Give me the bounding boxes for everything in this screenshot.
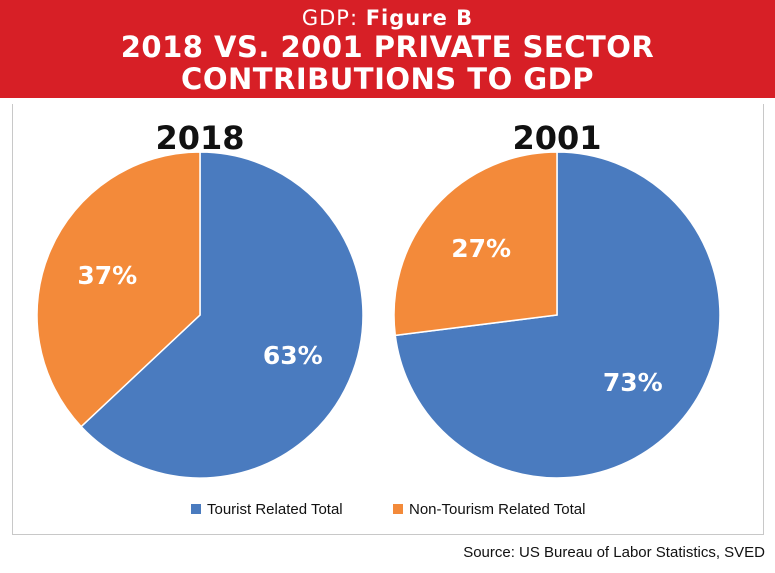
slice-label-2018-non-tourism: 37% bbox=[77, 261, 137, 290]
kicker-figure-label: Figure B bbox=[365, 6, 474, 30]
kicker-prefix: GDP: bbox=[301, 6, 366, 30]
legend-swatch-non-tourism bbox=[393, 504, 403, 514]
pie-slice-2018-tourist bbox=[80, 151, 364, 479]
slice-label-2018-tourist: 63% bbox=[263, 341, 323, 370]
legend-label-non-tourism: Non-Tourism Related Total bbox=[409, 501, 585, 518]
pie-charts-svg: 2018 63% 37% 2001 73% 27% Tourist Related Tota… bbox=[36, 119, 721, 518]
slice-label-2001-tourist: 73% bbox=[603, 368, 663, 397]
source-note: Source: US Bureau of Labor Statistics, S… bbox=[463, 544, 765, 561]
title-line-2: CONTRIBUTIONS TO GDP bbox=[181, 62, 594, 96]
chart-title-0: 2018 bbox=[155, 119, 244, 157]
header-banner: GDP: Figure B 2018 VS. 2001 PRIVATE SECT… bbox=[0, 0, 775, 98]
chart-title-1: 2001 bbox=[512, 119, 601, 157]
chart-panel: 2018 63% 37% 2001 73% 27% Tourist Related Tota… bbox=[12, 104, 764, 535]
legend-swatch-tourist bbox=[191, 504, 201, 514]
pie-slice-2001-non-tourism bbox=[393, 151, 558, 337]
title-line-1: 2018 VS. 2001 PRIVATE SECTOR bbox=[120, 30, 655, 64]
pie-slice-2018-non-tourism bbox=[36, 151, 201, 428]
legend-label-tourist: Tourist Related Total bbox=[207, 501, 343, 518]
page-title: 2018 VS. 2001 PRIVATE SECTOR CONTRIBUTIO… bbox=[0, 31, 775, 95]
figure-kicker: GDP: Figure B bbox=[0, 6, 775, 30]
slice-label-2001-non-tourism: 27% bbox=[451, 234, 511, 263]
